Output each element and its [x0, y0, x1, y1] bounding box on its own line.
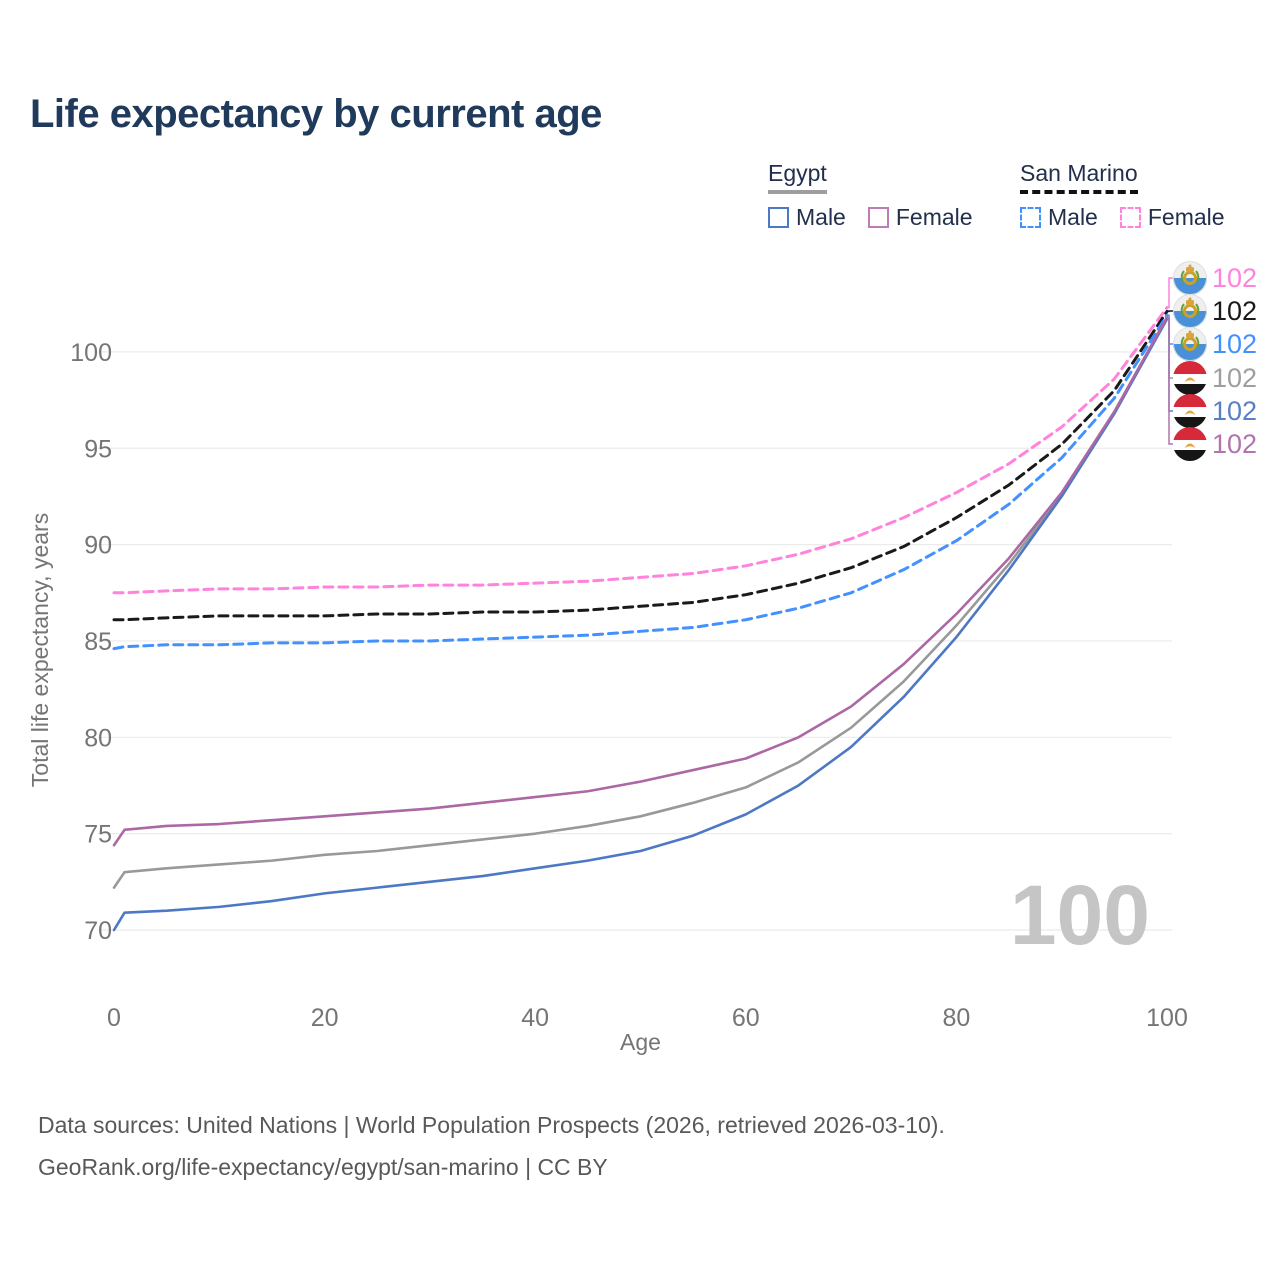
legend-swatch-san-marino-male: [1020, 207, 1041, 228]
series-line-egypt-male: [112, 317, 1169, 932]
flag-icon-san-marino: [1173, 294, 1207, 328]
legend-label-egypt-female: Female: [895, 204, 973, 230]
age-indicator-watermark: 100: [1010, 868, 1150, 962]
flag-icon-san-marino: [1173, 261, 1207, 295]
leader-line-egypt-female: [1166, 316, 1173, 445]
series-line-egypt-both-sexes: [112, 315, 1169, 889]
end-value-label-san-marino-female: 102: [1212, 263, 1257, 293]
x-tick-label-80: 80: [942, 1004, 970, 1032]
flag-icon-san-marino: [1173, 327, 1207, 361]
x-tick-label-60: 60: [732, 1004, 760, 1032]
legend-swatch-egypt-male: [768, 207, 789, 228]
x-tick-label-100: 100: [1146, 1004, 1188, 1032]
x-tick-label-40: 40: [521, 1004, 549, 1032]
y-tick-label-75: 75: [84, 821, 112, 849]
attribution-text: GeoRank.org/life-expectancy/egypt/san-ma…: [38, 1154, 608, 1180]
flag-icon-egypt: [1173, 427, 1207, 461]
legend-items-egypt: Male Female: [768, 204, 973, 231]
legend-swatch-san-marino-female: [1119, 207, 1141, 228]
legend-country-egypt[interactable]: Egypt: [768, 160, 827, 194]
x-axis-title: Age: [620, 1029, 661, 1055]
y-axis-title: Total life expectancy, years: [27, 513, 53, 787]
end-value-label-egypt-female: 102: [1212, 429, 1257, 459]
y-tick-label-80: 80: [84, 724, 112, 752]
end-value-label-egypt-both-sexes: 102: [1212, 363, 1257, 393]
y-tick-label-100: 100: [70, 339, 112, 367]
legend-item-san-marino-female[interactable]: Female: [1119, 204, 1225, 231]
legend-group-egypt: Egypt Male Female: [768, 160, 973, 231]
y-tick-label-70: 70: [84, 917, 112, 945]
legend-label-san-marino-male: Male: [1048, 204, 1098, 230]
y-tick-label-85: 85: [84, 628, 112, 656]
legend-label-san-marino-female: Female: [1147, 204, 1225, 230]
legend-label-egypt-male: Male: [796, 204, 846, 230]
leader-line-san-marino-female: [1166, 277, 1173, 309]
x-tick-label-20: 20: [311, 1004, 339, 1032]
series-line-san-marino-male: [112, 313, 1169, 651]
x-tick-label-0: 0: [107, 1004, 121, 1032]
legend-country-san-marino[interactable]: San Marino: [1020, 160, 1138, 194]
legend-group-san-marino: San Marino Male Female: [1020, 160, 1225, 231]
series-line-san-marino-both-sexes: [112, 309, 1169, 622]
legend-item-egypt-female[interactable]: Female: [867, 204, 973, 231]
end-value-label-egypt-male: 102: [1212, 396, 1257, 426]
legend-items-san-marino: Male Female: [1020, 204, 1225, 231]
y-tick-label-90: 90: [84, 532, 112, 560]
y-tick-label-95: 95: [84, 435, 112, 463]
page-title: Life expectancy by current age: [30, 92, 602, 136]
series-line-egypt-female: [112, 315, 1169, 847]
legend-item-egypt-male[interactable]: Male: [768, 204, 846, 231]
flag-icon-egypt: [1173, 394, 1207, 428]
end-value-label-san-marino-male: 102: [1212, 329, 1257, 359]
legend-item-san-marino-male[interactable]: Male: [1020, 204, 1098, 231]
series-line-san-marino-female: [112, 306, 1169, 595]
chart-footer: Data sources: United Nations | World Pop…: [38, 1104, 945, 1188]
legend-swatch-egypt-female: [867, 207, 889, 228]
end-value-label-san-marino-both-sexes: 102: [1212, 296, 1257, 326]
data-sources-text: Data sources: United Nations | World Pop…: [38, 1112, 945, 1138]
flag-icon-egypt: [1173, 361, 1207, 395]
